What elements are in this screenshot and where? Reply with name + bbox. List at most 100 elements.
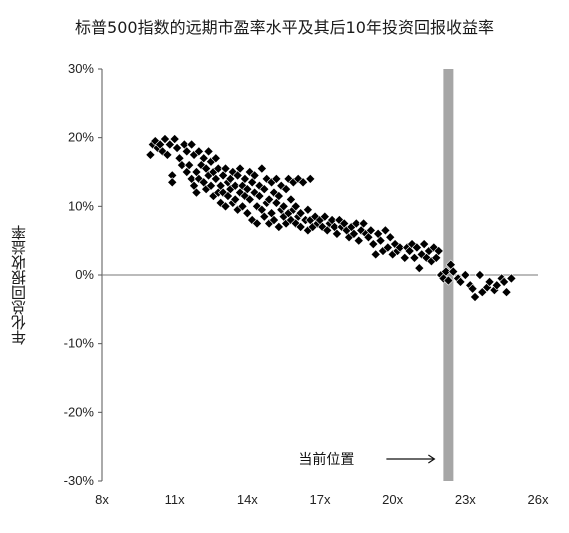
data-point — [407, 239, 418, 250]
data-point — [244, 194, 255, 205]
data-point — [370, 249, 381, 260]
data-point — [394, 242, 405, 253]
data-point — [254, 191, 265, 202]
x-tick-label: 8x — [95, 492, 109, 507]
data-point — [256, 163, 267, 174]
data-point — [506, 273, 517, 284]
data-point — [317, 221, 328, 232]
y-tick-label: 30% — [68, 61, 94, 76]
data-point — [358, 218, 369, 229]
data-point — [501, 287, 512, 298]
data-point — [184, 160, 195, 171]
y-tick-label: 20% — [68, 130, 94, 145]
data-point — [440, 266, 451, 277]
x-tick-label: 14x — [237, 492, 258, 507]
data-point — [186, 139, 197, 150]
data-point — [428, 242, 439, 253]
data-point — [469, 291, 481, 302]
data-point — [351, 218, 362, 229]
data-point — [203, 146, 214, 157]
data-point — [268, 215, 280, 226]
current-position-annotation: 当前位置 — [298, 451, 436, 468]
data-point — [259, 211, 270, 222]
data-point — [273, 221, 284, 232]
data-point — [411, 242, 422, 253]
current-position-arrow-head — [428, 454, 436, 464]
data-point — [239, 173, 250, 184]
tick-labels: 30% 20% 10% 0% -10% -20% -30%8x 11x 14x 17x 20x 23x… — [64, 61, 549, 507]
data-point — [237, 201, 248, 212]
data-point — [235, 163, 246, 174]
data-point — [259, 184, 270, 195]
data-point — [145, 149, 156, 160]
x-tick-label: 17x — [310, 492, 331, 507]
data-point — [499, 276, 510, 287]
data-point — [319, 211, 330, 222]
data-point — [181, 146, 192, 157]
data-point — [271, 197, 282, 208]
data-point — [193, 146, 204, 157]
data-point — [353, 235, 364, 246]
data-point — [162, 149, 173, 160]
data-point — [368, 239, 379, 250]
data-point — [385, 232, 396, 243]
data-point — [220, 201, 231, 212]
data-point — [210, 173, 221, 184]
data-point — [273, 191, 284, 202]
x-tick-label: 26x — [528, 492, 549, 507]
data-point — [230, 180, 241, 191]
data-point — [404, 245, 415, 256]
data-point — [302, 204, 313, 215]
data-points — [145, 134, 517, 302]
data-point — [230, 194, 241, 205]
chart-title: 标普500指数的远期市盈率水平及其后10年投资回报收益率 — [75, 18, 494, 37]
axes — [98, 68, 538, 482]
x-tick-label: 20x — [382, 492, 403, 507]
data-point — [159, 134, 171, 145]
data-point — [242, 208, 253, 219]
data-point — [356, 225, 367, 236]
data-point — [433, 245, 444, 256]
data-point — [242, 184, 253, 195]
data-point — [264, 194, 275, 205]
y-tick-label: -30% — [64, 473, 95, 488]
data-point — [348, 228, 359, 239]
data-point — [198, 153, 209, 164]
data-point — [220, 163, 231, 174]
data-point — [191, 187, 202, 198]
data-point — [491, 280, 502, 291]
data-point — [285, 215, 296, 226]
data-point — [409, 252, 420, 263]
data-point — [205, 180, 217, 191]
data-point — [295, 221, 306, 232]
data-point — [285, 194, 296, 205]
data-point — [460, 269, 471, 281]
data-point — [380, 225, 391, 236]
y-tick-label: 10% — [68, 198, 94, 213]
data-point — [477, 287, 488, 298]
data-point — [271, 173, 282, 184]
x-tick-label: 23x — [455, 492, 476, 507]
data-point — [290, 201, 301, 212]
data-point — [375, 235, 386, 246]
data-point — [399, 252, 410, 263]
data-point — [172, 142, 183, 153]
data-point — [213, 163, 224, 174]
data-point — [414, 263, 425, 274]
data-point — [448, 266, 459, 277]
data-point — [365, 225, 376, 236]
data-point — [210, 153, 221, 164]
y-tick-label: -20% — [64, 404, 95, 419]
data-point — [305, 173, 316, 184]
x-tick-label: 11x — [165, 492, 185, 507]
data-point — [251, 218, 263, 229]
data-point — [474, 269, 485, 281]
y-tick-label: 0% — [75, 267, 94, 282]
data-point — [467, 283, 478, 294]
data-point — [251, 201, 263, 212]
data-point — [176, 160, 187, 171]
data-point — [455, 276, 466, 287]
data-point — [382, 242, 393, 253]
data-point — [278, 201, 289, 212]
